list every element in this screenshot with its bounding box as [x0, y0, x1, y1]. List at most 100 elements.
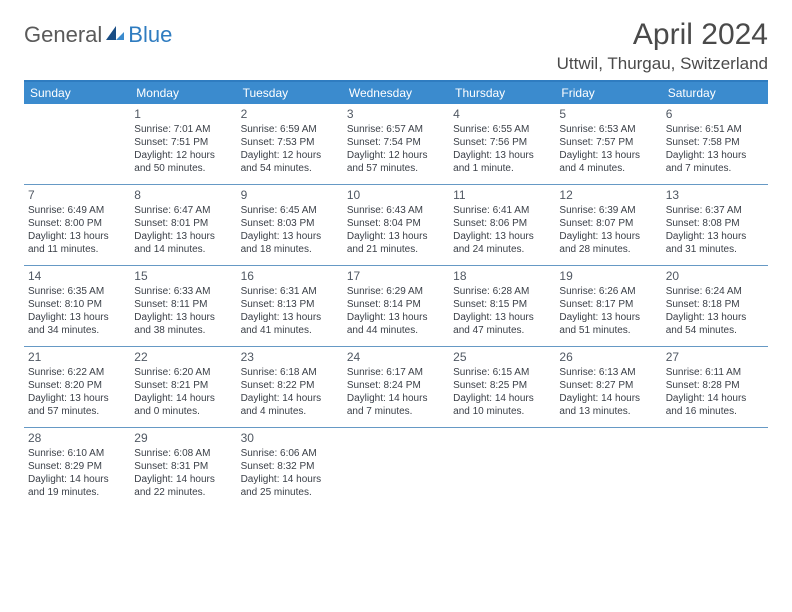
day-number: 19: [559, 269, 657, 283]
day-info: Sunrise: 6:57 AMSunset: 7:54 PMDaylight:…: [347, 123, 445, 175]
day-info: Sunrise: 6:43 AMSunset: 8:04 PMDaylight:…: [347, 204, 445, 256]
sunset-text: Sunset: 8:22 PM: [241, 379, 339, 392]
day-number: 17: [347, 269, 445, 283]
sunrise-text: Sunrise: 6:24 AM: [666, 285, 764, 298]
sunrise-text: Sunrise: 6:17 AM: [347, 366, 445, 379]
day-cell: 5Sunrise: 6:53 AMSunset: 7:57 PMDaylight…: [555, 104, 661, 184]
day-info: Sunrise: 6:37 AMSunset: 8:08 PMDaylight:…: [666, 204, 764, 256]
calendar: SundayMondayTuesdayWednesdayThursdayFrid…: [24, 80, 768, 508]
day-info: Sunrise: 6:13 AMSunset: 8:27 PMDaylight:…: [559, 366, 657, 418]
day-cell: 2 Sunrise: 6:59 AMSunset: 7:53 PMDaylight…: [237, 104, 343, 184]
day-number: 12: [559, 188, 657, 202]
sunset-text: Sunset: 8:04 PM: [347, 217, 445, 230]
sunset-text: Sunset: 8:27 PM: [559, 379, 657, 392]
sunset-text: Sunset: 7:58 PM: [666, 136, 764, 149]
daylight-text: Daylight: 13 hours and 51 minutes.: [559, 311, 657, 337]
week-row: 28Sunrise: 6:10 AMSunset: 8:29 PMDayligh…: [24, 428, 768, 508]
day-info: Sunrise: 6:20 AMSunset: 8:21 PMDaylight:…: [134, 366, 232, 418]
daylight-text: Daylight: 13 hours and 54 minutes.: [666, 311, 764, 337]
daylight-text: Daylight: 13 hours and 31 minutes.: [666, 230, 764, 256]
day-header-cell: Thursday: [449, 82, 555, 104]
sunrise-text: Sunrise: 6:53 AM: [559, 123, 657, 136]
day-cell: [449, 428, 555, 508]
day-info: Sunrise: 6:59 AMSunset: 7:53 PMDaylight:…: [241, 123, 339, 175]
daylight-text: Daylight: 12 hours and 50 minutes.: [134, 149, 232, 175]
day-cell: 10 Sunrise: 6:43 AMSunset: 8:04 PMDayligh…: [343, 185, 449, 265]
day-number: 2: [241, 107, 339, 121]
day-header-cell: Friday: [555, 82, 661, 104]
daylight-text: Daylight: 13 hours and 14 minutes.: [134, 230, 232, 256]
day-number: 21: [28, 350, 126, 364]
sunrise-text: Sunrise: 6:10 AM: [28, 447, 126, 460]
sunset-text: Sunset: 8:11 PM: [134, 298, 232, 311]
day-number: 9: [241, 188, 339, 202]
day-header-row: SundayMondayTuesdayWednesdayThursdayFrid…: [24, 82, 768, 104]
logo-text-blue: Blue: [128, 22, 172, 48]
sunset-text: Sunset: 8:03 PM: [241, 217, 339, 230]
day-cell: [343, 428, 449, 508]
day-info: Sunrise: 6:55 AMSunset: 7:56 PMDaylight:…: [453, 123, 551, 175]
week-row: 21Sunrise: 6:22 AMSunset: 8:20 PMDayligh…: [24, 347, 768, 428]
day-info: Sunrise: 6:29 AMSunset: 8:14 PMDaylight:…: [347, 285, 445, 337]
sunrise-text: Sunrise: 6:49 AM: [28, 204, 126, 217]
day-info: Sunrise: 6:39 AMSunset: 8:07 PMDaylight:…: [559, 204, 657, 256]
day-info: Sunrise: 6:51 AMSunset: 7:58 PMDaylight:…: [666, 123, 764, 175]
day-cell: 24Sunrise: 6:17 AMSunset: 8:24 PMDayligh…: [343, 347, 449, 427]
sunset-text: Sunset: 8:32 PM: [241, 460, 339, 473]
sunset-text: Sunset: 8:06 PM: [453, 217, 551, 230]
logo-text-general: General: [24, 22, 102, 48]
day-info: Sunrise: 6:18 AMSunset: 8:22 PMDaylight:…: [241, 366, 339, 418]
day-header-cell: Saturday: [662, 82, 768, 104]
sunrise-text: Sunrise: 6:41 AM: [453, 204, 551, 217]
daylight-text: Daylight: 13 hours and 11 minutes.: [28, 230, 126, 256]
day-header-cell: Sunday: [24, 82, 130, 104]
daylight-text: Daylight: 13 hours and 28 minutes.: [559, 230, 657, 256]
day-number: 15: [134, 269, 232, 283]
daylight-text: Daylight: 13 hours and 1 minute.: [453, 149, 551, 175]
day-cell: 26 Sunrise: 6:13 AMSunset: 8:27 PMDayligh…: [555, 347, 661, 427]
daylight-text: Daylight: 14 hours and 25 minutes.: [241, 473, 339, 499]
day-cell: 19Sunrise: 6:26 AMSunset: 8:17 PMDayligh…: [555, 266, 661, 346]
daylight-text: Daylight: 13 hours and 24 minutes.: [453, 230, 551, 256]
daylight-text: Daylight: 14 hours and 7 minutes.: [347, 392, 445, 418]
day-info: Sunrise: 6:41 AMSunset: 8:06 PMDaylight:…: [453, 204, 551, 256]
sunrise-text: Sunrise: 6:29 AM: [347, 285, 445, 298]
day-cell: 11Sunrise: 6:41 AMSunset: 8:06 PMDayligh…: [449, 185, 555, 265]
day-header-cell: Monday: [130, 82, 236, 104]
day-cell: 3Sunrise: 6:57 AMSunset: 7:54 PMDaylight…: [343, 104, 449, 184]
sunrise-text: Sunrise: 7:01 AM: [134, 123, 232, 136]
day-info: Sunrise: 6:10 AMSunset: 8:29 PMDaylight:…: [28, 447, 126, 499]
day-cell: 21Sunrise: 6:22 AMSunset: 8:20 PMDayligh…: [24, 347, 130, 427]
sunrise-text: Sunrise: 6:43 AM: [347, 204, 445, 217]
day-info: Sunrise: 7:01 AMSunset: 7:51 PMDaylight:…: [134, 123, 232, 175]
day-info: Sunrise: 6:24 AMSunset: 8:18 PMDaylight:…: [666, 285, 764, 337]
sunrise-text: Sunrise: 6:28 AM: [453, 285, 551, 298]
daylight-text: Daylight: 13 hours and 57 minutes.: [28, 392, 126, 418]
day-header-cell: Wednesday: [343, 82, 449, 104]
sunrise-text: Sunrise: 6:55 AM: [453, 123, 551, 136]
day-number: 26: [559, 350, 657, 364]
day-cell: 27Sunrise: 6:11 AMSunset: 8:28 PMDayligh…: [662, 347, 768, 427]
sunrise-text: Sunrise: 6:11 AM: [666, 366, 764, 379]
day-cell: 16Sunrise: 6:31 AMSunset: 8:13 PMDayligh…: [237, 266, 343, 346]
day-cell: 20Sunrise: 6:24 AMSunset: 8:18 PMDayligh…: [662, 266, 768, 346]
sunrise-text: Sunrise: 6:47 AM: [134, 204, 232, 217]
day-number: 13: [666, 188, 764, 202]
daylight-text: Daylight: 13 hours and 38 minutes.: [134, 311, 232, 337]
day-number: 6: [666, 107, 764, 121]
day-cell: 8Sunrise: 6:47 AMSunset: 8:01 PMDaylight…: [130, 185, 236, 265]
daylight-text: Daylight: 14 hours and 22 minutes.: [134, 473, 232, 499]
day-number: 7: [28, 188, 126, 202]
sunset-text: Sunset: 7:53 PM: [241, 136, 339, 149]
day-number: 10: [347, 188, 445, 202]
sunset-text: Sunset: 8:00 PM: [28, 217, 126, 230]
sunrise-text: Sunrise: 6:15 AM: [453, 366, 551, 379]
sunset-text: Sunset: 8:18 PM: [666, 298, 764, 311]
sunrise-text: Sunrise: 6:31 AM: [241, 285, 339, 298]
day-cell: 14Sunrise: 6:35 AMSunset: 8:10 PMDayligh…: [24, 266, 130, 346]
day-info: Sunrise: 6:45 AMSunset: 8:03 PMDaylight:…: [241, 204, 339, 256]
weeks-container: 1 Sunrise: 7:01 AMSunset: 7:51 PMDaylight…: [24, 104, 768, 508]
sunrise-text: Sunrise: 6:37 AM: [666, 204, 764, 217]
day-info: Sunrise: 6:47 AMSunset: 8:01 PMDaylight:…: [134, 204, 232, 256]
day-number: 1: [134, 107, 232, 121]
